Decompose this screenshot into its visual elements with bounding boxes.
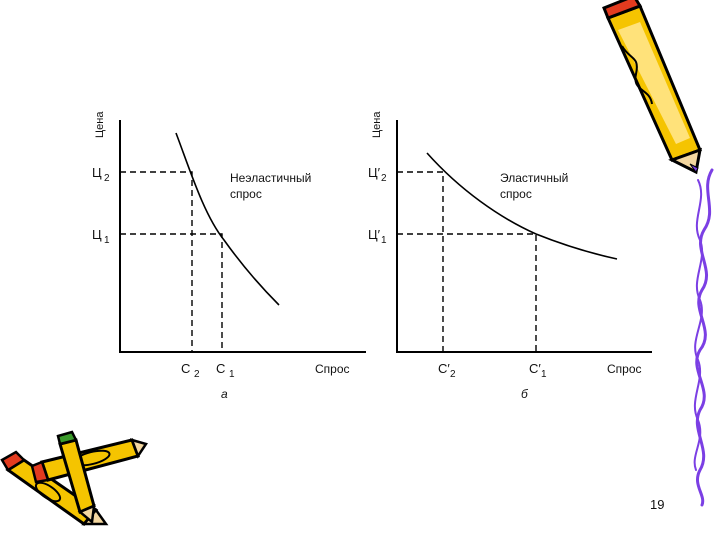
panel-b-price-low-sub: 1 [381, 235, 387, 246]
panel-a-caption: а [221, 387, 228, 401]
panel-a-qty-left-label: С [181, 361, 190, 376]
panel-b-guide-price-low [397, 233, 537, 352]
panel-b-curve-label-line1: Эластичный [500, 171, 568, 185]
panel-b-qty-right-label: С′ [529, 361, 541, 376]
panel-b-demand-curve [426, 152, 618, 260]
decorative-purple-border-2 [693, 179, 704, 471]
panel-b-qty-left-sub: 2 [450, 369, 456, 380]
panel-a-demand-curve [175, 132, 280, 306]
panel-b-qty-right-sub: 1 [541, 369, 547, 380]
panel-a-guide-price-high [120, 171, 193, 352]
panel-b-y-axis-label: Цена [371, 111, 383, 138]
decorative-purple-border [695, 168, 714, 507]
panel-a-qty-right-sub: 1 [229, 369, 235, 380]
pencils-bottom-left-icon [0, 430, 148, 527]
panel-a-price-high-sub: 2 [104, 173, 110, 184]
panel-a-x-axis-label: Спрос [315, 362, 350, 376]
panel-b-curve-label-line2: спрос [500, 187, 532, 201]
panel-b-caption: б [521, 387, 529, 401]
panel-a-curve-label-line1: Неэластичный [230, 171, 311, 185]
panel-a-diagram: Цена Ц 2 Ц 1 С 2 С 1 Спрос Неэластичный … [92, 111, 366, 401]
page-number: 19 [650, 497, 665, 512]
panel-a-price-low-sub: 1 [104, 235, 110, 246]
panel-a-price-high-label: Ц [92, 165, 102, 180]
panel-b-price-high-label: Ц′ [368, 165, 381, 180]
panel-a-qty-left-sub: 2 [194, 369, 200, 380]
panel-b-qty-left-label: С′ [438, 361, 450, 376]
panel-b-axes [396, 120, 652, 353]
panel-a-axes [119, 120, 366, 353]
panel-b-price-high-sub: 2 [381, 173, 387, 184]
pencil-top-right-icon [602, 0, 702, 175]
panel-a-y-axis-label: Цена [94, 111, 106, 138]
panel-b-x-axis-label: Спрос [607, 362, 642, 376]
panel-b-guide-price-high [397, 171, 444, 352]
panel-b-diagram: Цена Ц′ 2 Ц′ 1 С′ 2 С′ 1 Спрос Эластичны… [368, 111, 652, 401]
panel-a-guide-price-low [120, 233, 223, 352]
panel-a-curve-label-line2: спрос [230, 187, 262, 201]
panel-b-price-low-label: Ц′ [368, 227, 381, 242]
panel-a-price-low-label: Ц [92, 227, 102, 242]
panel-a-qty-right-label: С [216, 361, 225, 376]
